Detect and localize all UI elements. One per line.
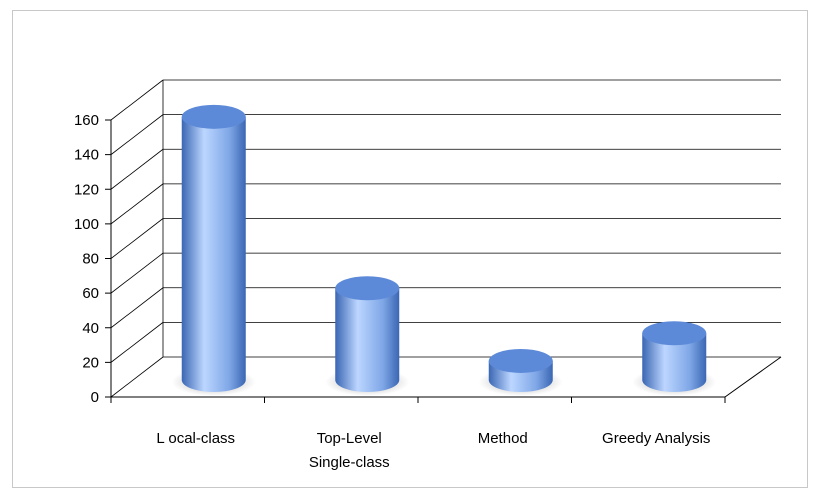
gridline-diagonal: [110, 218, 164, 259]
bar-top: [642, 321, 707, 346]
axes: [105, 80, 782, 403]
chart-frame: 0 20 40 60 80 100 120 140 160 L ocal-class Top-Le…: [12, 10, 808, 488]
x-axis-tick-labels: L ocal-class Top-Level Single-class Method G…: [156, 430, 710, 471]
gridline-diagonal: [110, 183, 164, 225]
x-tick-label: Method: [478, 430, 528, 447]
gridline-diagonal: [110, 322, 164, 363]
bar-3: [478, 348, 563, 396]
bar-4: [632, 321, 717, 396]
y-tick-label: 40: [82, 320, 99, 337]
gridline-diagonal: [110, 287, 164, 329]
y-tick-label: 20: [82, 354, 99, 371]
bars: [171, 104, 717, 396]
y-axis-tick-labels: 0 20 40 60 80 100 120 140 160: [74, 112, 99, 406]
y-tick-label: 160: [74, 112, 99, 129]
y-tick-label: 140: [74, 147, 99, 164]
bar-top: [335, 276, 400, 301]
y-tick-label: 120: [74, 181, 99, 198]
y-tick-label: 0: [91, 389, 99, 406]
x-tick-label: Top-Level: [317, 430, 382, 447]
y-tick-label: 60: [82, 285, 99, 302]
bar-top: [181, 104, 246, 129]
gridline-diagonal: [110, 114, 164, 155]
x-tick-label: Single-class: [309, 454, 390, 471]
bar-top: [488, 348, 553, 373]
x-tick-label: Greedy Analysis: [602, 430, 710, 447]
x-tick-label: L ocal-class: [156, 430, 235, 447]
gridline-diagonal: [110, 148, 164, 190]
gridline-diagonal: [110, 252, 164, 294]
bar-1: [171, 104, 256, 396]
chart-svg: 0 20 40 60 80 100 120 140 160 L ocal-class Top-Le…: [74, 79, 782, 471]
y-tick-label: 80: [82, 251, 99, 268]
gridlines: [110, 79, 781, 398]
bar-body: [181, 116, 246, 392]
bar-body: [642, 333, 707, 392]
bar-body: [335, 288, 400, 392]
bar-2: [325, 276, 410, 396]
gridline-diagonal: [110, 356, 164, 398]
gridline-diagonal: [110, 79, 164, 121]
floor-right-edge: [724, 356, 782, 398]
y-tick-label: 100: [74, 216, 99, 233]
